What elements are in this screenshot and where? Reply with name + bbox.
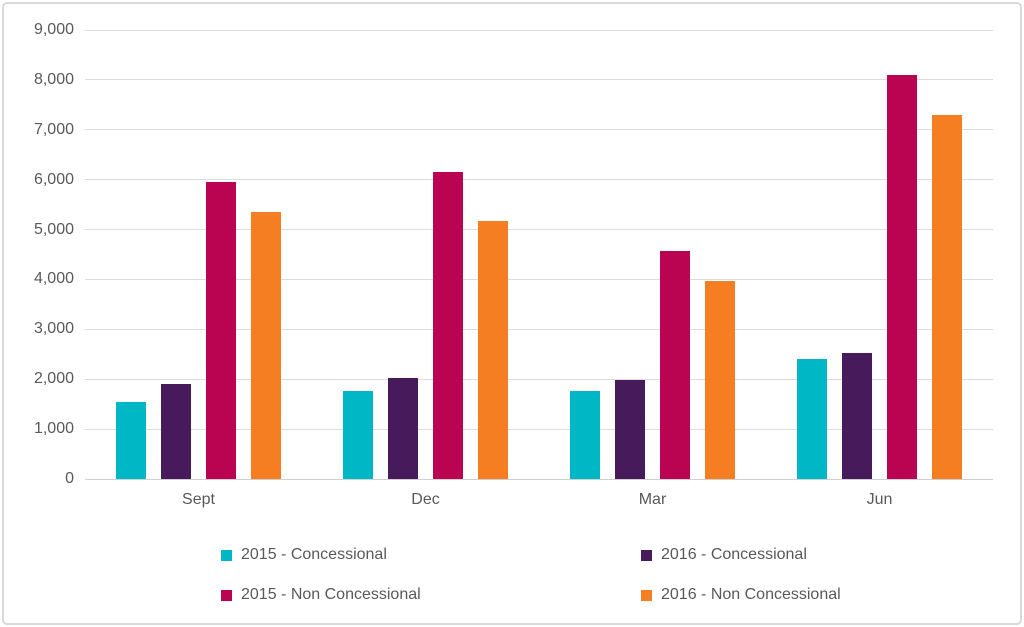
bar-2016-non-concessional-mar xyxy=(705,281,735,479)
y-axis-tick-label: 5,000 xyxy=(33,220,74,238)
bar-2015-concessional-mar xyxy=(570,391,600,479)
bar-2015-non-concessional-sept xyxy=(206,182,236,479)
bar-2015-concessional-dec xyxy=(343,391,373,479)
gridline xyxy=(85,179,993,181)
x-axis-label-sept: Sept xyxy=(182,491,215,508)
y-axis-tick-label: 4,000 xyxy=(33,270,74,288)
bar-2015-concessional-jun xyxy=(797,359,827,479)
y-axis-tick-label: 2,000 xyxy=(33,370,74,388)
gridline xyxy=(85,79,993,81)
x-axis-label-jun: Jun xyxy=(866,491,893,508)
bar-2016-non-concessional-dec xyxy=(478,221,508,479)
legend-label: 2015 - Non Concessional xyxy=(241,586,421,603)
bar-2015-non-concessional-jun xyxy=(887,74,917,479)
gridline xyxy=(85,229,993,231)
gridline xyxy=(85,278,993,280)
legend-label: 2016 - Non Concessional xyxy=(661,586,841,603)
y-axis-tick-label: 1,000 xyxy=(33,420,74,438)
legend-item-2015-non-concessional: 2015 - Non Concessional xyxy=(221,586,641,604)
legend-item-2015-concessional: 2015 - Concessional xyxy=(221,546,641,564)
x-axis-label-mar: Mar xyxy=(638,491,667,508)
legend-label: 2016 - Concessional xyxy=(661,546,807,563)
bar-2016-concessional-dec xyxy=(388,378,418,479)
y-axis-tick-label: 7,000 xyxy=(33,120,74,138)
y-axis-tick-label: 9,000 xyxy=(33,21,74,38)
bar-2015-non-concessional-dec xyxy=(433,172,463,479)
gridline xyxy=(85,428,993,430)
bar-2016-concessional-jun xyxy=(842,352,872,479)
bar-2015-non-concessional-mar xyxy=(660,251,690,479)
gridline xyxy=(85,129,993,131)
y-axis-tick-label: 0 xyxy=(65,470,74,487)
bar-2016-non-concessional-sept xyxy=(251,212,281,479)
legend-label: 2015 - Concessional xyxy=(241,546,387,563)
gridline xyxy=(85,378,993,380)
bar-2016-non-concessional-jun xyxy=(932,114,962,479)
y-axis-tick-label: 3,000 xyxy=(33,320,74,338)
bar-2016-concessional-mar xyxy=(615,380,645,479)
gridline xyxy=(85,328,993,330)
legend-item-2016-concessional: 2016 - Concessional xyxy=(641,546,841,564)
x-axis-label-dec: Dec xyxy=(411,491,440,508)
gridline xyxy=(85,29,993,31)
x-axis-line xyxy=(85,478,993,480)
y-axis-tick-label: 6,000 xyxy=(33,170,74,188)
bar-2016-concessional-sept xyxy=(161,384,191,479)
legend-swatch-icon xyxy=(641,589,652,601)
legend-swatch-icon xyxy=(221,589,232,601)
legend-swatch-icon xyxy=(221,549,232,561)
legend-item-2016-non-concessional: 2016 - Non Concessional xyxy=(641,586,841,604)
bar-2015-concessional-sept xyxy=(116,401,146,479)
legend: 2015 - Concessional 2016 - Concessional 20… xyxy=(221,535,841,615)
legend-swatch-icon xyxy=(641,549,652,561)
y-axis-tick-label: 8,000 xyxy=(33,70,74,88)
